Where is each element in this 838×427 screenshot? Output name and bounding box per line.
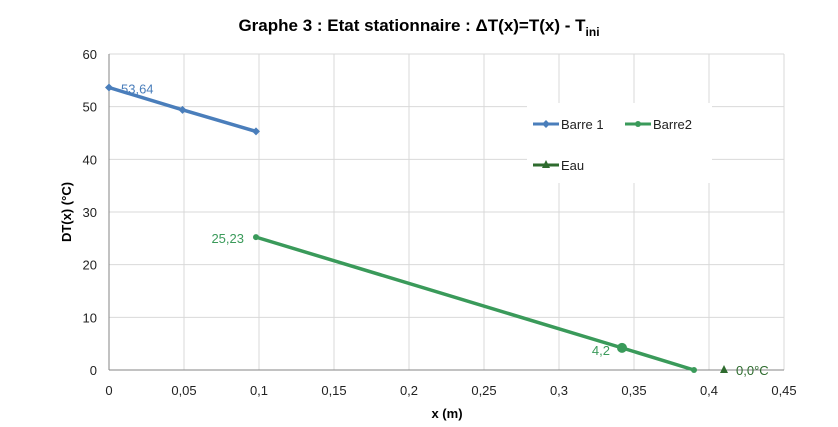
y-tick-label: 10 xyxy=(83,310,97,325)
series-layer: 53,64 25,23 4,2 0,0°C xyxy=(105,81,769,378)
data-point-barre2 xyxy=(691,367,697,373)
data-point-barre-1 xyxy=(252,127,260,136)
x-tick-label: 0,35 xyxy=(621,383,646,398)
gridlines xyxy=(109,53,785,370)
y-tick-label: 0 xyxy=(90,363,97,378)
legend-item-eau: Eau xyxy=(533,158,584,173)
data-point-barre2 xyxy=(253,234,259,241)
series-barre-1: 53,64 xyxy=(105,81,260,136)
legend-marker xyxy=(542,120,550,128)
x-tick-label: 0,15 xyxy=(321,383,346,398)
data-point-eau xyxy=(720,365,728,373)
chart-title-main: Graphe 3 : Etat stationnaire : ΔT(x)=T(x… xyxy=(238,16,586,35)
x-tick-label: 0,2 xyxy=(400,383,418,398)
chart-title-subscript: ini xyxy=(586,25,600,39)
legend-item-barre-1: Barre 1 xyxy=(533,117,604,132)
legend-marker xyxy=(542,160,550,168)
legend-marker xyxy=(635,121,641,127)
legend: Barre 1 Barre2 Eau xyxy=(527,103,712,183)
legend-item-barre2: Barre2 xyxy=(625,117,692,132)
legend-box xyxy=(527,103,712,183)
y-tick-label: 50 xyxy=(83,100,97,115)
data-point-barre2 xyxy=(617,342,627,353)
legend-label: Barre 1 xyxy=(561,117,604,132)
x-tick-label: 0 xyxy=(105,383,112,398)
legend-label: Eau xyxy=(561,158,584,173)
y-tick-label: 40 xyxy=(83,152,97,167)
y-axis-label: DT(x) (°C) xyxy=(59,182,74,242)
x-tick-label: 0,3 xyxy=(550,383,568,398)
series-barre2: 25,23 4,2 xyxy=(211,231,697,373)
series-line-barre2 xyxy=(255,235,695,372)
data-label-eau: 0,0°C xyxy=(736,363,769,378)
legend-label: Barre2 xyxy=(653,117,692,132)
tick-labels: 0 0,05 0,1 0,15 0,2 0,25 0,3 0,35 0,4 0,45 0 10 20 30… xyxy=(83,47,797,398)
chart-title: Graphe 3 : Etat stationnaire : ΔT(x)=T(x… xyxy=(238,16,599,39)
y-tick-label: 30 xyxy=(83,205,97,220)
x-axis-label: x (m) xyxy=(431,406,462,421)
y-tick-label: 20 xyxy=(83,258,97,273)
x-tick-label: 0,25 xyxy=(471,383,496,398)
x-tick-label: 0,45 xyxy=(771,383,796,398)
x-tick-label: 0,1 xyxy=(250,383,268,398)
axes xyxy=(108,54,784,371)
y-tick-label: 60 xyxy=(83,47,97,62)
data-label-barre2: 4,2 xyxy=(592,343,610,358)
data-point-barre-1 xyxy=(105,83,113,92)
data-point-barre-1 xyxy=(178,105,187,114)
data-label-barre2: 25,23 xyxy=(211,231,244,246)
series-eau: 0,0°C xyxy=(720,363,769,378)
x-tick-label: 0,4 xyxy=(700,383,718,398)
data-label-barre-1: 53,64 xyxy=(121,81,154,96)
x-tick-label: 0,05 xyxy=(171,383,196,398)
